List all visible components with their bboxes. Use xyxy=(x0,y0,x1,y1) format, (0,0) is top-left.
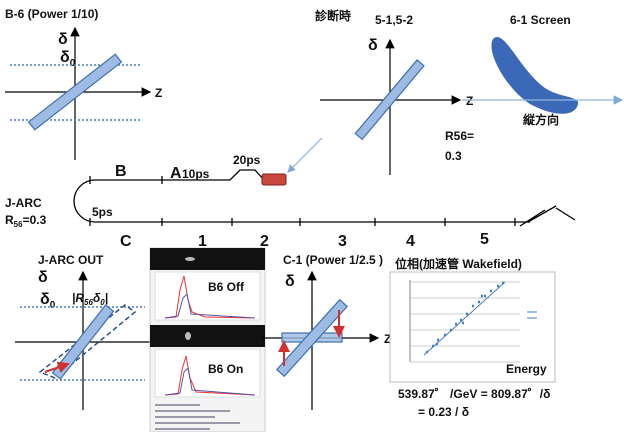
section: 5 xyxy=(480,231,489,248)
arc-out-panel: J-ARC OUT δ δ0 |R56δ0| xyxy=(15,253,150,410)
curve xyxy=(164,366,256,396)
axis-label: δ xyxy=(368,37,378,54)
label: 0 xyxy=(70,58,76,69)
label: R56= xyxy=(445,129,474,143)
label: B6 Off xyxy=(208,280,245,294)
chicane xyxy=(261,173,287,186)
title: C-1 (Power 1/2.5 ) xyxy=(283,253,383,267)
title: 6-1 Screen xyxy=(510,13,571,27)
label: B6 On xyxy=(208,362,243,376)
diag-panel: 診断時 5-1,5-2 δ Z xyxy=(315,8,473,175)
axis-label: Z xyxy=(155,86,162,100)
curve xyxy=(164,292,256,319)
label: δ0 xyxy=(40,291,56,311)
arrow xyxy=(287,137,323,173)
formula: = 0.23 / δ xyxy=(418,405,469,419)
label: |R xyxy=(72,291,84,305)
section: 4 xyxy=(406,233,415,250)
caption: 縦方向 xyxy=(523,112,559,127)
grid xyxy=(410,281,520,363)
info-lines xyxy=(155,404,240,430)
note: 診断時 xyxy=(315,8,351,23)
section: 2 xyxy=(260,233,269,250)
label: 0 xyxy=(50,300,56,311)
formula: 539.87゜ /GeV = 809.87゜/δ xyxy=(398,387,550,401)
spot xyxy=(185,257,195,261)
axis-label: Z xyxy=(384,332,391,346)
label: 10ps xyxy=(182,167,210,181)
title: J-ARC OUT xyxy=(38,253,104,267)
label: =0.3 xyxy=(23,213,47,227)
plot xyxy=(389,271,556,383)
label: 0.3 xyxy=(445,149,462,163)
b6-panel: B-6 (Power 1/10) δ δ0 Z xyxy=(5,7,162,160)
label: 0 xyxy=(100,298,105,307)
beam xyxy=(51,304,115,380)
label: 56 xyxy=(14,220,23,229)
label: 20ps xyxy=(233,153,261,167)
legend xyxy=(527,311,537,319)
title: 5-1,5-2 xyxy=(375,13,413,27)
arrow xyxy=(44,361,70,373)
label: A xyxy=(170,165,182,182)
beamline: J-ARC R56=0.3 5ps B A 10ps 20ps C 1 2 3 … xyxy=(5,137,576,250)
curve xyxy=(164,355,256,396)
curve xyxy=(164,275,256,319)
beam xyxy=(27,53,123,131)
points xyxy=(426,281,504,354)
label: 56 xyxy=(84,298,93,307)
label: δ0 xyxy=(60,49,76,69)
graph-panel: 位相(加速管 Wakefield) Energy 539.87゜ /GeV = … xyxy=(389,256,556,419)
end xyxy=(519,205,576,227)
label: |R56δ0| xyxy=(72,291,108,307)
label: B xyxy=(115,163,127,180)
ticks xyxy=(89,176,516,226)
axis-label: Energy xyxy=(506,362,547,376)
beam xyxy=(354,59,425,141)
label: δ xyxy=(93,291,101,305)
label: 5ps xyxy=(92,205,113,219)
label: | xyxy=(105,291,108,305)
label: δ xyxy=(40,291,50,308)
arc xyxy=(73,179,96,223)
title: 位相(加速管 Wakefield) xyxy=(395,256,522,271)
axis-label: δ xyxy=(58,31,68,48)
axis-label: δ xyxy=(38,269,48,286)
axis-label: δ xyxy=(285,273,295,290)
image xyxy=(150,248,265,270)
screen-panel: 6-1 Screen 縦方向 R56= 0.3 xyxy=(445,13,624,163)
section: C xyxy=(120,233,132,250)
c1-panel: C-1 (Power 1/2.5 ) δ Z xyxy=(262,253,391,410)
image xyxy=(150,325,265,347)
profile-images: B6 Off B6 On xyxy=(149,247,266,432)
label: J-ARC xyxy=(5,196,42,210)
beam-shape xyxy=(491,36,579,114)
section: 1 xyxy=(198,233,207,250)
title: B-6 (Power 1/10) xyxy=(5,7,98,21)
section: 3 xyxy=(338,233,347,250)
plot xyxy=(154,271,261,321)
label: R56=0.3 xyxy=(5,213,47,229)
plot xyxy=(154,348,261,398)
spot xyxy=(185,332,191,340)
axis-label: Z xyxy=(466,94,473,108)
label: δ xyxy=(60,49,70,66)
label: R xyxy=(5,213,14,227)
beam xyxy=(275,298,349,378)
